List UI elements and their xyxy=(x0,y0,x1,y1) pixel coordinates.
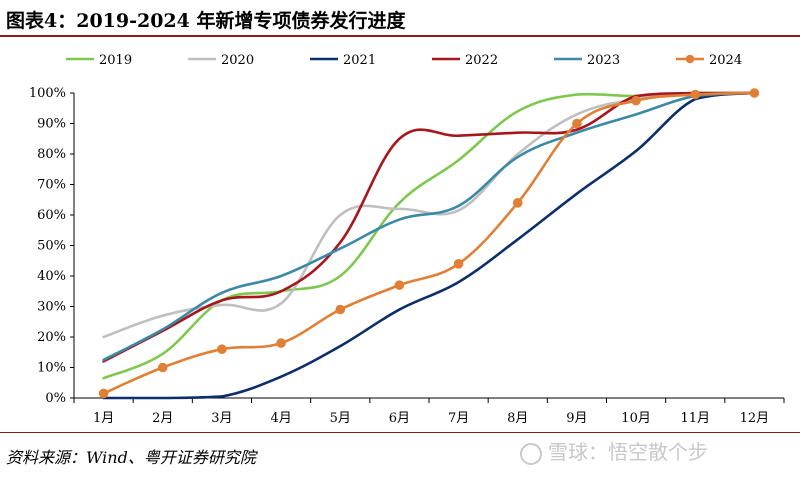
data-point-2024 xyxy=(157,362,168,373)
title-divider xyxy=(0,35,800,37)
source-note: 资料来源：Wind、粤开证券研究院 xyxy=(6,448,256,467)
x-tick-label: 2月 xyxy=(152,411,173,426)
y-tick-label: 50% xyxy=(37,239,66,254)
data-point-2024 xyxy=(749,88,760,98)
legend-label-2021: 2021 xyxy=(343,53,376,68)
legend-label-2020: 2020 xyxy=(221,53,254,68)
x-tick-label: 4月 xyxy=(270,411,291,426)
y-tick-label: 100% xyxy=(29,86,66,101)
footer-divider xyxy=(0,432,800,433)
y-tick-label: 90% xyxy=(37,117,66,132)
y-tick-label: 30% xyxy=(37,300,66,315)
legend: 2019 2020 2021 2022 2023 2024 xyxy=(66,53,742,68)
y-tick-label: 60% xyxy=(37,208,66,223)
x-tick-label: 7月 xyxy=(448,411,469,426)
x-axis: 1月 2月 3月 4月 5月 6月 7月 8月 9月 10月 11月 12月 xyxy=(73,397,785,426)
legend-label-2022: 2022 xyxy=(465,53,498,68)
y-tick-label: 40% xyxy=(37,269,66,284)
data-point-2024 xyxy=(512,198,523,208)
x-tick-label: 12月 xyxy=(740,411,770,426)
data-point-2024 xyxy=(453,259,464,269)
snowball-logo-icon xyxy=(520,442,542,465)
legend-label-2023: 2023 xyxy=(587,53,620,68)
data-point-2024 xyxy=(690,89,701,100)
x-tick-label: 9月 xyxy=(566,411,587,426)
series-line-2021 xyxy=(102,91,756,400)
y-tick-label: 70% xyxy=(37,178,66,193)
data-point-2024 xyxy=(394,280,405,290)
data-point-2024 xyxy=(217,344,227,355)
data-point-2024 xyxy=(335,304,346,315)
data-point-2024 xyxy=(631,95,641,106)
legend-marker-2024 xyxy=(685,54,695,64)
y-tick-label: 0% xyxy=(45,391,66,406)
x-tick-label: 1月 xyxy=(93,411,114,426)
x-tick-label: 6月 xyxy=(389,411,410,426)
series-line-2019 xyxy=(102,91,756,380)
x-tick-label: 5月 xyxy=(330,411,351,426)
y-tick-label: 80% xyxy=(37,147,66,162)
watermark: 雪球：悟空散个步 xyxy=(520,436,708,465)
data-point-2024 xyxy=(98,388,109,399)
legend-label-2019: 2019 xyxy=(99,53,132,68)
series-layer xyxy=(98,88,760,400)
x-tick-label: 11月 xyxy=(680,411,710,426)
x-tick-label: 10月 xyxy=(621,411,651,426)
legend-label-2024: 2024 xyxy=(709,53,742,68)
line-chart: 2019 2020 2021 2022 2023 2024 0% 10% 20% 30% 40% 5… xyxy=(29,53,785,426)
x-tick-label: 3月 xyxy=(211,411,232,426)
data-point-2024 xyxy=(276,338,286,348)
series-line-2023 xyxy=(102,91,756,362)
data-point-2024 xyxy=(572,118,582,129)
y-tick-label: 10% xyxy=(37,361,66,376)
y-tick-label: 20% xyxy=(37,330,66,345)
watermark-text: 雪球：悟空散个步 xyxy=(548,440,708,464)
y-axis: 0% 10% 20% 30% 40% 50% 60% 70% 80% 90% 100% xyxy=(29,86,75,406)
chart-title: 图表4：2019-2024 年新增专项债券发行进度 xyxy=(6,10,406,32)
series-line-2024 xyxy=(102,91,756,395)
x-tick-label: 8月 xyxy=(507,411,528,426)
